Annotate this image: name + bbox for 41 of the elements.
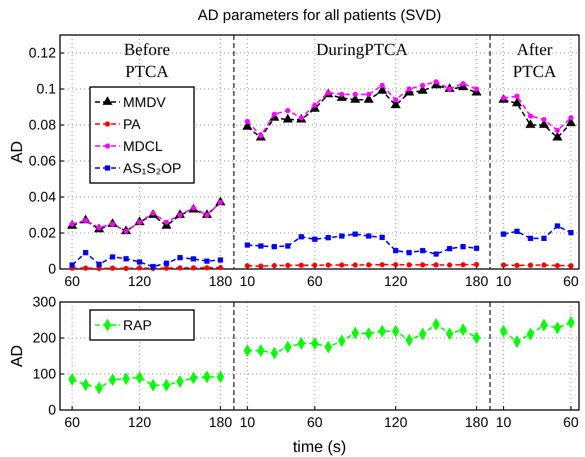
legend-label: MMDV [123, 94, 166, 110]
y-tick-label: 0.06 [28, 152, 56, 168]
x-tick-label: 180 [208, 414, 232, 430]
y-tick-label: 0.08 [28, 116, 56, 132]
x-tick-label: 60 [306, 414, 323, 430]
x-tick-label: 10 [496, 414, 512, 430]
x-tick-label: 10 [240, 272, 256, 289]
legend-label: MDCL [123, 138, 163, 154]
x-tick-label: 180 [464, 414, 488, 430]
x-tick-label: 120 [384, 272, 408, 289]
y-tick-label: 0.1 [36, 80, 56, 96]
legend-label: RAP [123, 317, 152, 333]
x-tick-label: 60 [563, 414, 579, 430]
y-axis-title: AD [9, 140, 26, 164]
y-tick-label: 200 [32, 329, 56, 346]
chart-title: AD parameters for all patients (SVD) [198, 7, 442, 24]
legend-label: AS₁S₂OP [123, 160, 182, 176]
x-tick-label: 60 [64, 414, 80, 430]
y-tick-label: 0 [48, 401, 56, 418]
x-tick-label: 120 [128, 272, 152, 289]
x-tick-label: 60 [64, 272, 80, 289]
x-tick-label: 180 [464, 272, 488, 289]
y-tick-label: 0.02 [28, 224, 56, 240]
y-tick-label: 300 [32, 293, 56, 310]
annotation: After PTCA [512, 40, 557, 81]
legend-label: PA [123, 116, 142, 132]
x-tick-label: 60 [563, 272, 579, 289]
y-tick-label: 0.04 [28, 188, 56, 204]
annotation: Before PTCA [124, 40, 170, 81]
x-tick-label: 10 [496, 272, 512, 289]
x-tick-label: 10 [240, 414, 256, 430]
y-axis-title: AD [9, 344, 26, 368]
x-axis-title: time (s) [292, 439, 346, 456]
y-tick-label: 0.12 [28, 44, 56, 60]
x-tick-label: 120 [384, 414, 408, 430]
y-tick-label: 0 [48, 260, 56, 276]
x-tick-label: 60 [306, 272, 323, 289]
x-tick-label: 120 [128, 414, 152, 430]
annotation: DuringPTCA [316, 40, 408, 59]
x-tick-label: 180 [208, 272, 232, 289]
y-tick-label: 100 [32, 365, 56, 382]
